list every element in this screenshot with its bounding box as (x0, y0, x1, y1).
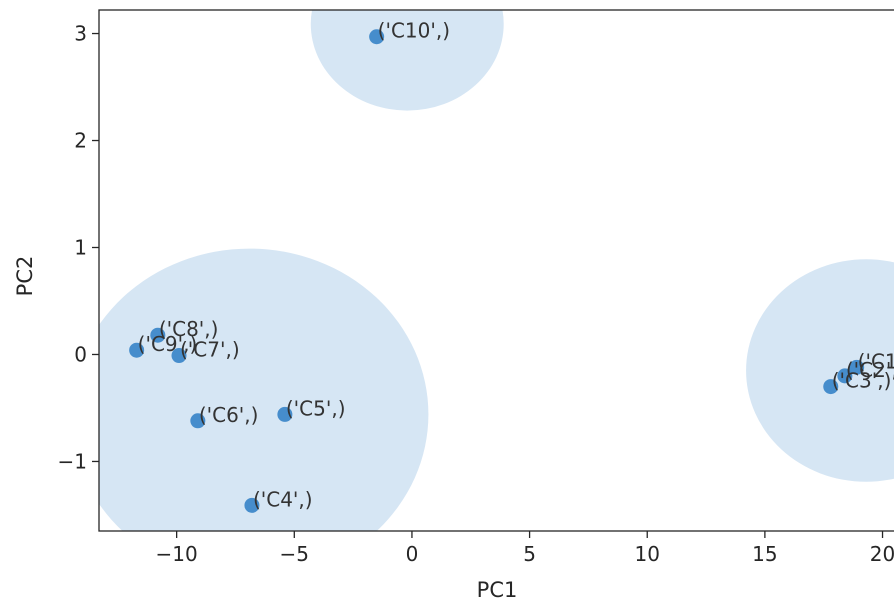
point-label: ('C5',) (286, 396, 346, 420)
point-label: ('C3',) (832, 369, 892, 393)
x-tick-label: 20 (870, 542, 894, 566)
point-label: ('C10',) (378, 19, 450, 43)
x-tick-label: 5 (523, 542, 536, 566)
point-label: ('C4',) (253, 487, 313, 511)
x-tick-label: 15 (752, 542, 777, 566)
x-tick-label: 0 (406, 542, 419, 566)
y-axis-title: PC2 (13, 256, 37, 297)
y-tick-label: 0 (74, 342, 87, 366)
cluster-region (311, 0, 504, 111)
y-tick-label: 3 (74, 22, 87, 46)
x-axis-ticks: −10 −5 0 5 10 15 20 (156, 531, 894, 566)
x-tick-label: −10 (156, 542, 198, 566)
y-tick-label: −1 (58, 449, 87, 473)
cluster-regions (71, 0, 894, 580)
x-tick-label: −5 (280, 542, 309, 566)
x-axis-title: PC1 (477, 578, 518, 602)
y-tick-label: 2 (74, 129, 87, 153)
point-label: ('C7',) (180, 338, 240, 362)
x-tick-label: 10 (635, 542, 660, 566)
y-tick-label: 1 (74, 235, 87, 259)
point-label: ('C6',) (199, 403, 259, 427)
y-axis-ticks: −1 0 1 2 3 (58, 22, 99, 474)
